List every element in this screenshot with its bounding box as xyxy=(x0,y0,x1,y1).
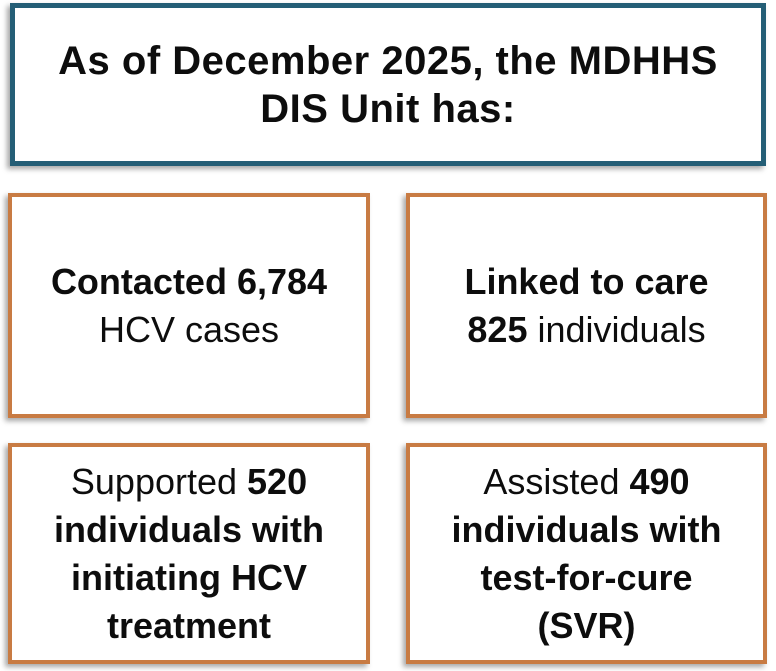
stat-box-assisted-test-for-cure-svr: Assisted 490 individuals with test-for-cur… xyxy=(406,443,767,664)
stat-box-contacted-hcv-cases: Contacted 6,784 HCV cases xyxy=(8,193,370,418)
stat-text-line: 825 individuals xyxy=(467,306,705,354)
stat-box-linked-to-care: Linked to care 825 individuals xyxy=(406,193,767,418)
stat-text-line: (SVR) xyxy=(538,602,636,650)
header-title-line1: As of December 2025, the MDHHS xyxy=(58,38,718,83)
stat-text-bold: test-for-cure xyxy=(480,556,693,598)
stat-text-bold: 490 xyxy=(629,460,690,502)
stat-text-line: Supported 520 xyxy=(71,458,307,506)
stat-text-bold: Contacted 6,784 xyxy=(50,260,328,302)
stat-text-line: individuals with xyxy=(451,506,721,554)
stat-text-bold: (SVR) xyxy=(537,604,636,646)
stat-text-bold: initiating HCV xyxy=(71,556,307,598)
stat-text-regular: individuals xyxy=(527,308,706,350)
stat-text-line: initiating HCV xyxy=(71,554,307,602)
stat-text-line: individuals with xyxy=(54,506,324,554)
header-title-line2: DIS Unit has: xyxy=(260,86,516,131)
stat-text-bold: Linked to care xyxy=(464,260,709,302)
stat-text-bold: individuals with xyxy=(53,508,325,550)
stat-text-bold: 825 xyxy=(467,308,528,350)
header-box: As of December 2025, the MDHHS DIS Unit … xyxy=(10,3,766,166)
stat-box-supported-hcv-treatment: Supported 520 individuals with initiating … xyxy=(8,443,370,664)
stat-text-line: test-for-cure xyxy=(480,554,692,602)
page-title: As of December 2025, the MDHHS DIS Unit … xyxy=(58,37,718,133)
stat-text-regular: HCV cases xyxy=(98,308,280,350)
stat-text-line: treatment xyxy=(107,602,271,650)
stat-text-bold: individuals with xyxy=(451,508,722,550)
stat-text-bold: treatment xyxy=(106,604,272,646)
stat-text-bold: 520 xyxy=(247,460,308,502)
stat-text-regular: Assisted xyxy=(483,460,630,502)
stat-text-line: Linked to care xyxy=(464,258,708,306)
stat-text-line: Assisted 490 xyxy=(483,458,689,506)
stat-text-line: HCV cases xyxy=(99,306,279,354)
stat-text-line: Contacted 6,784 xyxy=(51,258,327,306)
stat-text-regular: Supported xyxy=(70,460,248,502)
